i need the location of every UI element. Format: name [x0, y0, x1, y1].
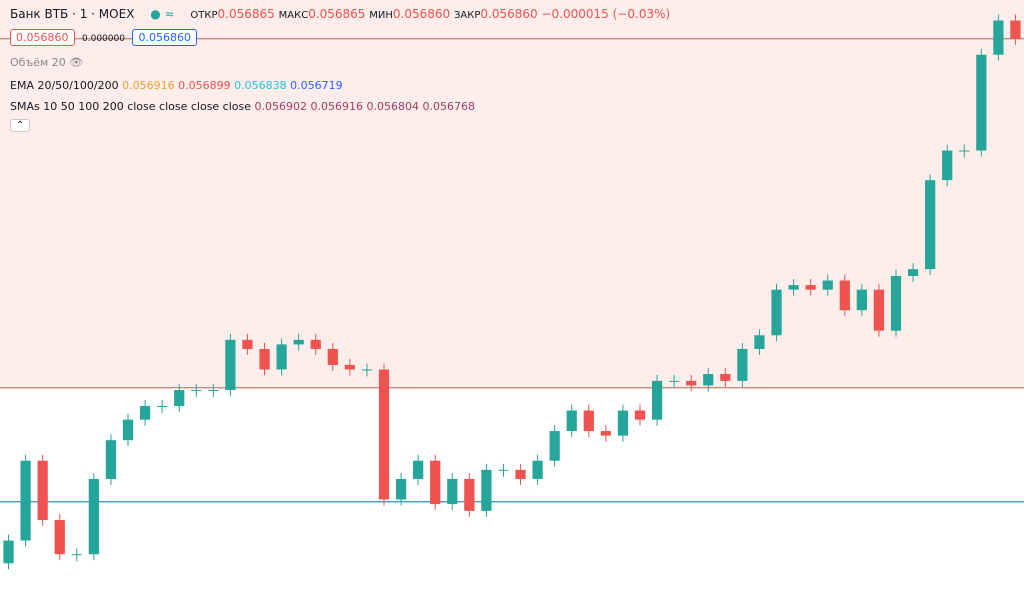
- candle-body: [88, 478, 99, 555]
- candle-body: [276, 344, 287, 370]
- candle-body: [669, 380, 680, 382]
- label: ОТКР: [190, 10, 218, 21]
- candle-body: [464, 478, 475, 511]
- label: МИН: [369, 10, 393, 21]
- candle-body: [822, 280, 833, 290]
- label: МАКС: [278, 10, 309, 21]
- symbol[interactable]: Банк ВТБ · 1 · MOEX: [10, 7, 135, 21]
- volume-label: Объём 20: [10, 56, 66, 69]
- candle-body: [873, 289, 885, 331]
- candle-body: [54, 520, 65, 555]
- candle-body: [583, 410, 594, 432]
- candle-body: [413, 460, 424, 479]
- ema-value: 0.056719: [290, 79, 343, 92]
- collapse-button[interactable]: ⌃: [10, 119, 31, 132]
- candle-body: [771, 289, 782, 336]
- candle-body: [105, 440, 117, 479]
- value: 0.056860: [392, 7, 451, 21]
- candle-body: [174, 390, 185, 406]
- candle-body: [395, 478, 407, 500]
- candle-body: [617, 410, 629, 436]
- candle-body: [498, 469, 509, 471]
- candle-body: [1010, 20, 1021, 39]
- candle-body: [993, 20, 1004, 55]
- price-boxes: 0.056860 0.000000 0.056860: [10, 29, 201, 46]
- candle-body: [600, 431, 611, 436]
- candle-body: [157, 405, 168, 407]
- volume[interactable]: Объём 20 👁: [10, 56, 84, 69]
- candle-body: [259, 348, 270, 370]
- candle-body: [139, 405, 151, 420]
- candle-body: [225, 339, 236, 391]
- candle-body: [515, 469, 526, 479]
- candle-body: [839, 280, 850, 311]
- candle-body: [737, 348, 748, 381]
- candle-body: [481, 469, 492, 511]
- value: 0.056865: [308, 7, 366, 21]
- candle-body: [703, 374, 714, 386]
- candle-body: [327, 348, 338, 365]
- candle-body: [361, 369, 373, 371]
- candle-body: [634, 410, 646, 420]
- candle-body: [208, 390, 219, 392]
- label: ЗАКР: [454, 10, 481, 21]
- candle-body: [907, 269, 919, 276]
- candle-body: [344, 364, 355, 370]
- candle-body: [20, 460, 31, 541]
- candle-body: [549, 431, 560, 461]
- sma-value: 0.056768: [422, 100, 476, 113]
- zone: [0, 0, 1024, 388]
- candle-body: [122, 419, 134, 441]
- ema-legend[interactable]: EMA 20/50/100/200 0.056916 0.056899 0.05…: [10, 79, 343, 92]
- sma-value: 0.056804: [366, 100, 420, 113]
- candle-body: [378, 369, 390, 500]
- candle-body: [566, 410, 577, 432]
- value: 0.056860: [480, 7, 538, 21]
- candle-body: [925, 180, 936, 270]
- candle-body: [71, 554, 82, 556]
- ema-value: 0.056899: [178, 79, 231, 92]
- sma-label: SMAs 10 50 100 200 close close close clo…: [10, 100, 252, 113]
- ema-label: EMA 20/50/100/200: [10, 79, 119, 92]
- spread: 0.000000: [82, 34, 125, 44]
- candle-body: [310, 339, 321, 349]
- candle-body: [3, 540, 14, 564]
- ema-value: 0.056916: [122, 79, 175, 92]
- candle-body: [959, 150, 970, 152]
- candle-body: [805, 285, 816, 290]
- candle-body: [430, 460, 441, 505]
- sma-value: 0.056902: [254, 100, 308, 113]
- change: −0.000015 (−0.03%): [541, 7, 671, 21]
- ema-value: 0.056838: [234, 79, 287, 92]
- candle-body: [191, 390, 202, 392]
- candle-body: [293, 339, 304, 345]
- sma-legend[interactable]: SMAs 10 50 100 200 close close close clo…: [10, 100, 475, 113]
- candle-body: [37, 460, 48, 521]
- candle-body: [447, 478, 458, 505]
- sma-value: 0.056916: [310, 100, 364, 113]
- candle-body: [651, 380, 663, 420]
- value: 0.056865: [217, 7, 275, 21]
- candle-body: [686, 380, 697, 386]
- candle-body: [890, 275, 902, 331]
- candle-body: [720, 374, 731, 381]
- candle-body: [788, 285, 799, 290]
- ask-box[interactable]: 0.056860: [132, 29, 197, 46]
- candle-body: [976, 54, 987, 151]
- candle-body: [532, 460, 543, 479]
- candle-body: [754, 335, 765, 349]
- candle-body: [242, 339, 253, 349]
- candle-body: [856, 289, 867, 311]
- header: Банк ВТБ · 1 · MOEX ● ≈ ОТКР0.056865 МАК…: [10, 7, 671, 21]
- candle-body: [942, 150, 953, 181]
- bid-box[interactable]: 0.056860: [10, 29, 75, 46]
